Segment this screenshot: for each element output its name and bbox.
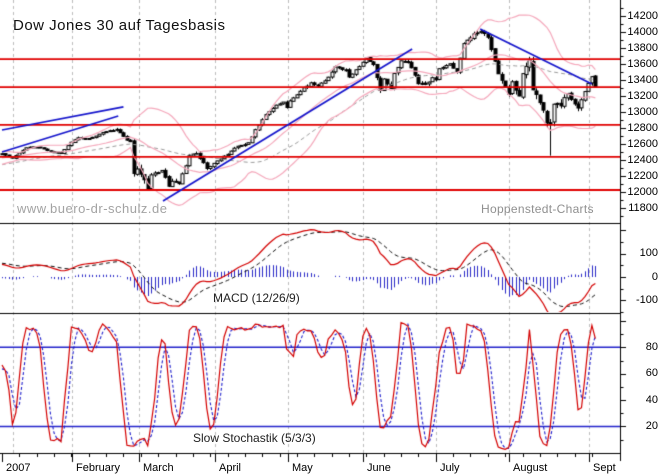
- month-label: August: [513, 462, 548, 474]
- price-axis-tick-label: 14200: [627, 9, 658, 22]
- month-label: Sept: [593, 462, 616, 474]
- month-label: June: [367, 462, 391, 474]
- month-label: 2007: [6, 462, 31, 474]
- month-label: May: [292, 462, 313, 474]
- month-label: July: [440, 462, 460, 474]
- chart-title: Dow Jones 30 auf Tagesbasis: [13, 17, 226, 34]
- stoch-axis-tick-label: 40: [645, 393, 658, 406]
- month-label: March: [143, 462, 174, 474]
- stochastic-panel-label: Slow Stochastik (5/3/3): [193, 431, 316, 445]
- price-axis-tick-label: 14000: [627, 25, 658, 38]
- price-axis-tick-label: 12600: [627, 137, 658, 150]
- chart-provider-credit: Hoppenstedt-Charts: [481, 202, 594, 216]
- stoch-axis-tick-label: 20: [645, 419, 658, 432]
- price-axis-tick-label: 12400: [627, 153, 658, 166]
- stoch-axis-tick-label: 80: [645, 340, 658, 353]
- price-axis-tick-label: 12200: [627, 169, 658, 182]
- price-axis-tick-label: 13000: [627, 105, 658, 118]
- macd-axis-tick-label: 100: [639, 247, 658, 260]
- macd-axis-tick-label: -100: [635, 293, 658, 306]
- watermark-text: www.buero-dr-schulz.de: [17, 201, 168, 216]
- price-axis-tick-label: 12800: [627, 121, 658, 134]
- month-label: April: [219, 462, 242, 474]
- price-axis-tick-label: 13800: [627, 41, 658, 54]
- price-axis-tick-label: 12000: [627, 185, 658, 198]
- price-axis-tick-label: 11800: [628, 201, 658, 214]
- price-axis-tick-label: 13400: [627, 73, 658, 86]
- price-axis-tick-label: 13200: [627, 89, 658, 102]
- month-label: February: [76, 462, 121, 474]
- macd-panel-label: MACD (12/26/9): [213, 291, 300, 305]
- stoch-axis-tick-label: 60: [645, 367, 658, 380]
- price-axis-tick-label: 13600: [627, 57, 658, 70]
- macd-axis-tick-label: 0: [651, 270, 658, 283]
